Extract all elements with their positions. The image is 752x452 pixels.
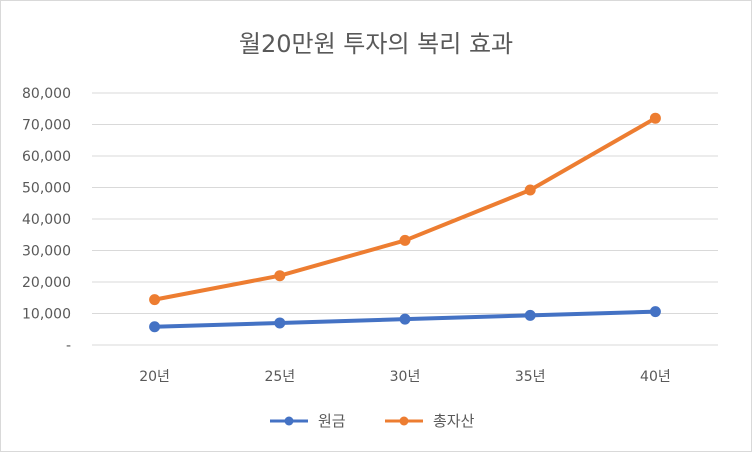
y-tick-label: 40,000 [22,212,71,228]
y-tick-label: 80,000 [22,86,71,102]
data-point [524,309,536,321]
series-line [152,116,658,302]
legend: 원금 총자산 [270,412,475,430]
legend-marker-total-assets-dot [399,416,409,426]
y-tick-label: 30,000 [22,244,71,260]
gridlines [92,92,718,346]
x-tick-label: 30년 [390,369,421,385]
x-tick-label: 20년 [139,369,170,385]
x-tick-label: 25년 [264,369,295,385]
data-point [274,317,286,329]
y-tick-label: 20,000 [22,275,71,291]
y-tick-label: 50,000 [22,181,71,197]
legend-label-principal: 원금 [318,412,346,430]
data-point [649,306,661,318]
y-tick-label: 60,000 [22,149,71,165]
legend-marker-principal-dot [284,416,294,426]
chart-title: 월20만원 투자의 복리 효과 [239,30,513,58]
y-tick-label: 70,000 [22,118,71,134]
x-axis-tick-labels: 20년 25년 30년 35년 40년 [139,369,671,385]
x-tick-label: 40년 [640,369,671,385]
plot-series [149,112,661,333]
data-point [524,184,536,196]
y-tick-label: - [66,338,71,354]
data-point [149,294,161,306]
legend-label-total-assets: 총자산 [433,412,475,430]
data-point [274,270,286,282]
data-point [399,234,411,246]
y-tick-label: 10,000 [22,307,71,323]
data-point [649,112,661,124]
data-point [399,313,411,325]
data-point [149,321,161,333]
y-axis-tick-labels: - 10,000 20,000 30,000 40,000 50,000 60,000 70,… [22,86,71,354]
x-tick-label: 35년 [515,369,546,385]
